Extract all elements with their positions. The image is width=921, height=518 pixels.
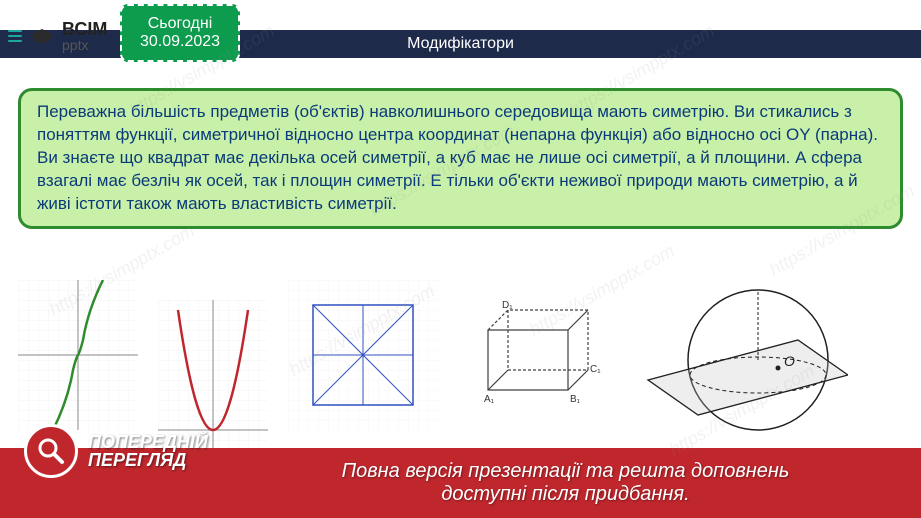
diagram-odd-function (18, 280, 138, 430)
logo-lines-icon (8, 30, 22, 42)
logo-line1: ВСІМ (62, 20, 107, 38)
footer-line2: доступні після придбання. (342, 483, 790, 506)
diagrams-row: A₁ B₁ C₁ D₁ O (18, 280, 903, 440)
logo-line2: pptx (62, 38, 107, 52)
magnifier-icon (24, 424, 78, 478)
diagram-square-symmetry (288, 280, 438, 430)
preview-badge: ПОПЕРЕДНІЙ ПЕРЕГЛЯД (24, 424, 208, 478)
date-label: Сьогодні (148, 15, 213, 33)
header-title: Модифікатори (407, 35, 514, 53)
diagram-cube: A₁ B₁ C₁ D₁ (458, 280, 608, 430)
footer-line1: Повна версія презентації та решта доповн… (342, 460, 790, 483)
cube-label: D₁ (502, 300, 513, 311)
preview-text: ПОПЕРЕДНІЙ ПЕРЕГЛЯД (88, 433, 208, 469)
cube-label: A₁ (484, 394, 495, 405)
cube-label: C₁ (590, 364, 601, 375)
diagram-sphere-plane: O (628, 280, 848, 450)
content-box: Переважна більшість предметів (об'єктів)… (18, 88, 903, 229)
logo-text: ВСІМ pptx (62, 20, 107, 52)
date-badge: Сьогодні 30.09.2023 (120, 4, 240, 62)
preview-line2: ПЕРЕГЛЯД (88, 451, 208, 469)
cube-label: B₁ (570, 394, 581, 405)
date-value: 30.09.2023 (140, 33, 220, 51)
content-text: Переважна більшість предметів (об'єктів)… (37, 102, 878, 213)
graduation-cap-icon (28, 27, 56, 45)
logo: ВСІМ pptx (8, 20, 107, 52)
sphere-center-label: O (784, 353, 795, 369)
preview-line1: ПОПЕРЕДНІЙ (88, 433, 208, 451)
